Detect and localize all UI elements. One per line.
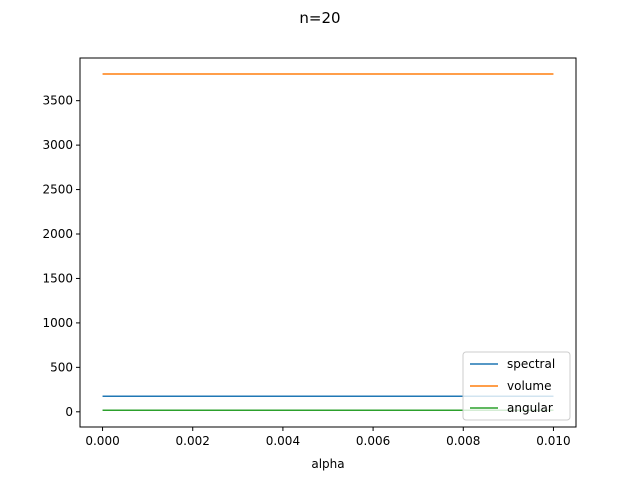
legend-box [462,351,571,421]
legend-label-spectral: spectral [507,357,555,371]
x-axis-label: alpha [311,457,344,471]
legend: spectral volume angular [462,351,571,421]
y-axis: 0 500 1000 1500 2000 2500 3000 3500 [42,94,80,419]
y-tick-label: 1000 [42,316,73,330]
y-tick-label: 500 [50,360,73,374]
legend-label-volume: volume [507,379,551,393]
y-tick-label: 3000 [42,138,73,152]
y-tick-label: 2000 [42,227,73,241]
x-axis: 0.000 0.002 0.004 0.006 0.008 0.010 [85,427,571,448]
x-tick-label: 0.004 [266,434,300,448]
y-tick-label: 1500 [42,271,73,285]
x-tick-label: 0.002 [176,434,210,448]
y-tick-label: 0 [65,405,73,419]
legend-label-angular: angular [507,401,553,415]
y-tick-label: 3500 [42,94,73,108]
y-tick-label: 2500 [42,183,73,197]
plot-frame [79,57,577,428]
x-tick-label: 0.010 [536,434,570,448]
x-tick-label: 0.008 [446,434,480,448]
chart-title: n=20 [299,9,340,27]
x-tick-label: 0.000 [85,434,119,448]
x-tick-label: 0.006 [356,434,390,448]
